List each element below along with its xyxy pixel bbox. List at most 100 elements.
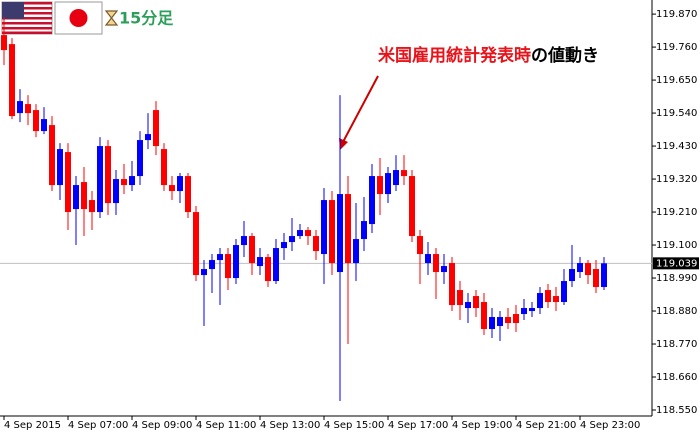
- x-tick-label: 4 Sep 2015: [4, 420, 61, 431]
- candle-body: [185, 176, 191, 213]
- candle-body: [265, 257, 271, 282]
- x-tick-label: 4 Sep 23:00: [580, 420, 640, 431]
- candle-body: [65, 152, 71, 213]
- x-tick-label: 4 Sep 15:00: [324, 420, 384, 431]
- candle-body: [25, 104, 31, 114]
- y-tick-label: 119.760: [656, 42, 697, 53]
- candle-body: [473, 296, 479, 309]
- y-tick-label: 119.540: [656, 108, 697, 119]
- candle-body: [545, 290, 551, 303]
- candle-body: [393, 170, 399, 186]
- candle-body: [409, 176, 415, 237]
- hourglass-icon: [104, 10, 119, 26]
- current-price-box: [653, 257, 699, 270]
- candle-body: [169, 185, 175, 192]
- candle-body: [161, 149, 167, 186]
- x-tick-label: 4 Sep 19:00: [452, 420, 512, 431]
- candle-body: [289, 236, 295, 243]
- candle-body: [497, 317, 503, 327]
- candle-body: [177, 176, 183, 192]
- candle-body: [569, 269, 575, 282]
- candle-body: [193, 212, 199, 276]
- x-tick-label: 4 Sep 11:00: [196, 420, 256, 431]
- candle-body: [481, 302, 487, 330]
- y-tick-label: 119.320: [656, 174, 697, 185]
- candle-body: [97, 146, 103, 213]
- x-tick-label: 4 Sep 17:00: [388, 420, 448, 431]
- x-tick-label: 4 Sep 07:00: [68, 420, 128, 431]
- candle-body: [513, 314, 519, 324]
- candle-body: [305, 230, 311, 237]
- candle-body: [345, 194, 351, 264]
- candle-body: [137, 140, 143, 177]
- candle-body: [57, 149, 63, 186]
- chart-title: 15分足: [119, 9, 174, 28]
- y-tick-label: 118.880: [656, 306, 697, 317]
- japan-flag: [54, 1, 103, 35]
- candle-body: [441, 266, 447, 273]
- candle-body: [153, 110, 159, 147]
- annotation-rest: の値動き: [531, 45, 599, 66]
- candle-body: [553, 296, 559, 303]
- candle-body: [593, 269, 599, 288]
- y-tick-label: 118.990: [656, 273, 697, 284]
- y-tick-label: 118.660: [656, 372, 697, 383]
- candle-body: [417, 236, 423, 255]
- candle-body: [561, 281, 567, 303]
- candle-body: [73, 185, 79, 210]
- annotation-highlight: 米国雇用統計発表時: [378, 45, 531, 66]
- candle-body: [489, 317, 495, 330]
- candle-body: [225, 254, 231, 279]
- y-tick-label: 119.100: [656, 240, 697, 251]
- x-tick-label: 4 Sep 13:00: [260, 420, 320, 431]
- candle-body: [521, 308, 527, 315]
- candle-body: [249, 236, 255, 264]
- candle-body: [465, 302, 471, 309]
- candle-body: [529, 308, 535, 312]
- candle-body: [337, 194, 343, 273]
- candle-body: [369, 176, 375, 225]
- candle-body: [201, 269, 207, 276]
- candle-body: [425, 254, 431, 264]
- candle-body: [361, 221, 367, 240]
- candle-body: [329, 200, 335, 264]
- candle-body: [209, 260, 215, 270]
- candle-body: [121, 179, 127, 186]
- candle-body: [449, 263, 455, 306]
- candle-body: [321, 200, 327, 255]
- annotation: 米国雇用統計発表時の値動き: [378, 45, 599, 66]
- candle-body: [505, 317, 511, 324]
- candle-body: [577, 263, 583, 273]
- y-tick-label: 119.430: [656, 141, 697, 152]
- annotation-arrow: [339, 75, 379, 150]
- candle-body: [17, 101, 23, 114]
- x-tick-label: 4 Sep 09:00: [132, 420, 192, 431]
- y-tick-label: 119.650: [656, 75, 697, 86]
- candle-body: [257, 257, 263, 267]
- candle-body: [33, 110, 39, 132]
- y-tick-label: 118.770: [656, 339, 697, 350]
- candle-body: [1, 35, 7, 51]
- candle-body: [433, 254, 439, 273]
- candle-body: [217, 254, 223, 261]
- candle-body: [537, 293, 543, 309]
- current-price-label: 119.039: [656, 258, 697, 269]
- candle-body: [41, 119, 47, 132]
- candle-body: [49, 125, 55, 186]
- candle-body: [9, 44, 15, 117]
- candle-body: [353, 239, 359, 264]
- candle-body: [273, 248, 279, 282]
- candle-body: [585, 263, 591, 276]
- candle-body: [401, 170, 407, 177]
- y-tick-label: 118.550: [656, 405, 697, 416]
- candle-body: [233, 245, 239, 279]
- candle-body: [81, 182, 87, 210]
- candle-body: [241, 236, 247, 246]
- candle-body: [105, 146, 111, 204]
- us-flag: [1, 1, 53, 35]
- candle-body: [457, 290, 463, 306]
- candle-body: [313, 236, 319, 252]
- y-tick-label: 119.210: [656, 207, 697, 218]
- y-tick-label: 119.870: [656, 9, 697, 20]
